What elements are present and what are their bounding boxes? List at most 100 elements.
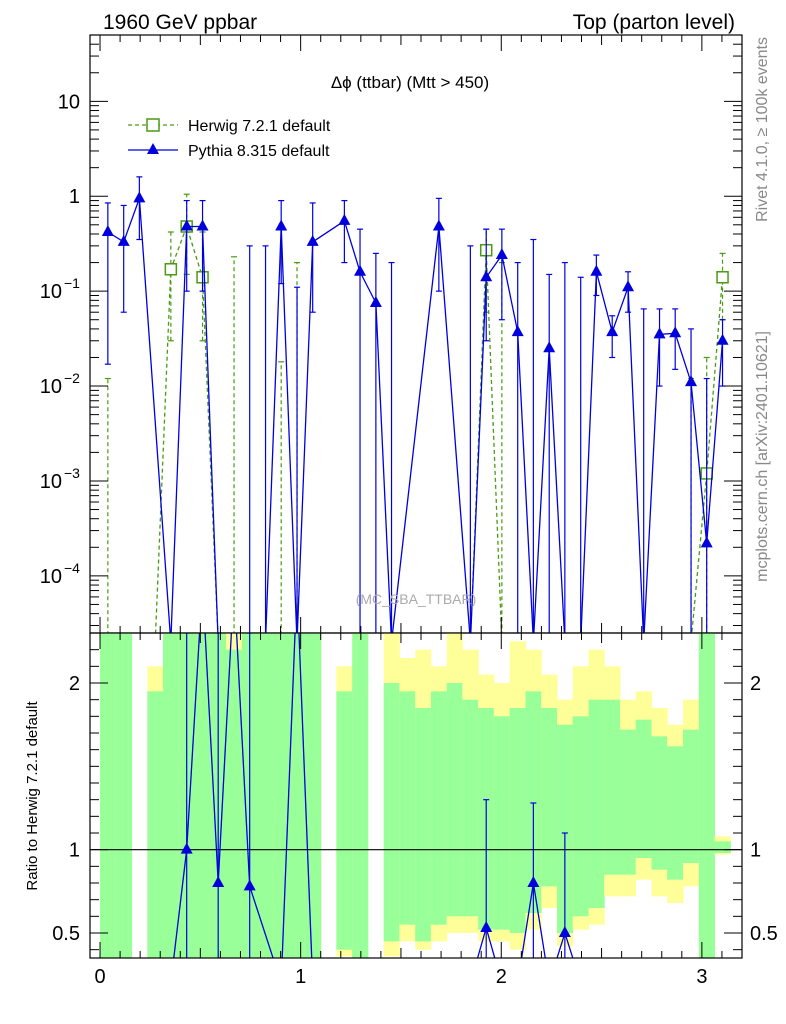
- band-inner: [572, 716, 590, 917]
- analysis-watermark: (MC_SBA_TTBAR): [356, 591, 477, 607]
- x-tick-label: 1: [295, 966, 306, 988]
- ratio-axis-label: Ratio to Herwig 7.2.1 default: [24, 701, 41, 891]
- rivet-version-label: Rivet 4.1.0, ≥ 100k events: [754, 37, 771, 222]
- data-point-herwig: [623, 637, 634, 648]
- ratio-point: [527, 876, 540, 887]
- uncertainty-band: [100, 633, 731, 958]
- y-tick-exponent: −1: [64, 275, 80, 291]
- legend-pythia-marker: [147, 143, 159, 154]
- data-point-pythia: [275, 219, 288, 231]
- data-point-pythia: [575, 635, 587, 646]
- data-point-pythia: [700, 536, 713, 548]
- band-inner: [163, 633, 180, 958]
- legend-herwig-label: Herwig 7.2.1 default: [188, 118, 331, 135]
- data-point-pythia: [369, 296, 382, 308]
- ratio-y-tick-label-right: 2: [750, 673, 761, 695]
- data-point-pythia: [511, 325, 524, 337]
- y-tick-label: 10: [40, 376, 62, 398]
- data-point-herwig: [575, 637, 586, 648]
- legend-entry-pythia: Pythia 8.315 default: [128, 143, 330, 160]
- ratio-point: [558, 926, 571, 937]
- header-process: Top (parton level): [573, 11, 735, 34]
- data-point-herwig: [465, 637, 476, 648]
- data-point-herwig: [670, 637, 681, 648]
- band-inner: [273, 633, 290, 958]
- data-point-herwig: [686, 637, 697, 648]
- legend-herwig-marker: [146, 118, 160, 132]
- legend-pythia-label: Pythia 8.315 default: [188, 143, 330, 160]
- data-point-herwig: [544, 637, 555, 648]
- band-inner: [430, 691, 448, 925]
- data-point-pythia: [527, 635, 539, 646]
- band-inner: [383, 683, 400, 942]
- band-inner: [147, 691, 164, 958]
- data-point-herwig: [134, 637, 145, 648]
- band-inner: [462, 699, 479, 917]
- band-inner: [304, 633, 322, 958]
- ratio-point: [180, 842, 193, 854]
- band-inner: [620, 729, 637, 875]
- ratio-y-tick-label-left: 0.5: [52, 923, 80, 945]
- data-point-pythia: [432, 219, 445, 231]
- data-point-herwig: [150, 637, 161, 648]
- ratio-panel-frame: [89, 632, 743, 959]
- legend: Herwig 7.2.1 default Pythia 8.315 defaul…: [128, 118, 331, 160]
- data-point-herwig: [607, 637, 618, 648]
- series-line: [154, 224, 724, 633]
- band-inner: [194, 633, 211, 958]
- data-point-pythia: [543, 341, 556, 353]
- band-inner: [446, 683, 463, 917]
- band-inner: [683, 729, 700, 863]
- ratio-y-tick-label-left: 1: [69, 840, 80, 862]
- ratio-point: [480, 921, 493, 932]
- y-tick-label: 10: [40, 566, 62, 588]
- data-point-pythia: [180, 219, 193, 231]
- ratio-panel: 0.5 0.5 1 1 2 2 0 1 2 3 Ratio to Herwig 7.2.1 def…: [24, 632, 778, 988]
- pythia-series: [101, 176, 729, 646]
- band-inner: [525, 691, 542, 913]
- ratio-y-tick-label-right: 0.5: [750, 923, 778, 945]
- ratio-point: [243, 879, 256, 891]
- band-inner: [289, 633, 306, 958]
- band-inner: [714, 841, 731, 853]
- y-tick-label: 10: [58, 91, 80, 113]
- data-point-herwig: [370, 637, 381, 648]
- data-point-pythia: [480, 270, 493, 282]
- data-point-pythia: [464, 635, 476, 646]
- data-point-herwig: [496, 637, 507, 648]
- mcplots-label: mcplots.cern.ch [arXiv:2401.10621]: [754, 331, 771, 582]
- data-point-herwig: [402, 637, 413, 648]
- x-tick-label: 2: [496, 966, 507, 988]
- band-inner: [257, 633, 274, 958]
- band-inner: [226, 649, 243, 958]
- band-inner: [493, 716, 511, 930]
- data-point-pythia: [196, 219, 209, 231]
- ratio-series: [173, 633, 574, 958]
- data-point-pythia: [669, 326, 682, 338]
- band-inner: [557, 724, 574, 933]
- ratio-point: [212, 876, 225, 887]
- legend-entry-herwig: Herwig 7.2.1 default: [128, 118, 331, 135]
- data-point-pythia: [306, 234, 319, 246]
- data-point-herwig: [638, 637, 649, 648]
- data-point-pythia: [101, 224, 114, 236]
- header-energy: 1960 GeV ppbar: [103, 11, 257, 34]
- data-point-pythia: [354, 264, 367, 276]
- ratio-y-tick-label-left: 2: [69, 673, 80, 695]
- band-inner: [509, 708, 527, 933]
- y-tick-exponent: −3: [64, 465, 80, 481]
- data-point-pythia: [606, 325, 619, 337]
- band-inner: [399, 691, 416, 925]
- band-inner: [415, 708, 432, 942]
- series-line: [107, 198, 724, 633]
- data-point-herwig: [654, 637, 665, 648]
- band-inner: [588, 699, 605, 908]
- data-point-herwig: [716, 271, 729, 284]
- band-inner: [100, 633, 117, 958]
- ratio-line: [173, 633, 574, 958]
- band-inner: [635, 719, 653, 858]
- data-point-herwig: [418, 637, 429, 648]
- x-tick-label: 3: [696, 966, 707, 988]
- data-point-herwig: [164, 263, 178, 276]
